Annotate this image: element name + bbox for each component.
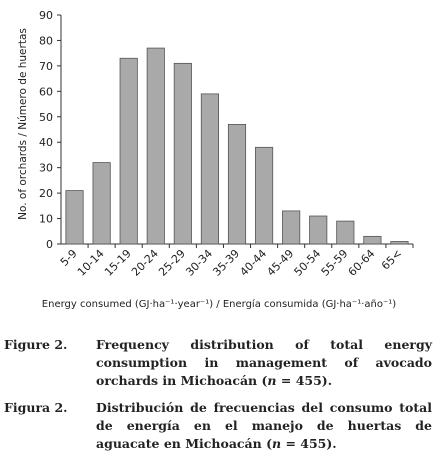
bar-30-34 <box>200 93 219 245</box>
bar-chart: 0 10 20 30 40 50 60 70 80 90 5-910-1415-1920-2425-… <box>17 9 414 310</box>
x-tick-label: 10-14 <box>75 247 107 279</box>
figure-caption-spanish: Figura 2. Distribución de frecuencias de… <box>4 399 432 453</box>
y-tick-label: 40 <box>39 136 53 149</box>
y-tick-label: 0 <box>46 238 53 251</box>
bar-20-24 <box>146 47 165 245</box>
x-tick-label: 25-29 <box>156 247 188 279</box>
x-tick-label: 60-64 <box>346 247 378 279</box>
caption-label-spanish: Figura 2. <box>4 400 68 415</box>
bar-10-14 <box>92 162 111 245</box>
x-tick-label: 55-59 <box>319 247 351 279</box>
bar-55-59 <box>336 220 355 245</box>
figure-caption-english: Figure 2. Frequency distribution of tota… <box>4 336 432 390</box>
y-tick-label: 90 <box>39 9 53 22</box>
y-tick-label: 60 <box>39 85 53 98</box>
bar-65< <box>390 241 409 245</box>
bar-50-54 <box>309 215 328 245</box>
y-tick-label: 10 <box>39 213 53 226</box>
x-tick-label: 45-49 <box>264 247 296 279</box>
x-tick-label: 30-34 <box>183 247 215 279</box>
x-tick-label: 40-44 <box>237 247 269 279</box>
bar-40-44 <box>255 146 274 245</box>
bar-25-29 <box>173 62 192 245</box>
y-tick-label: 80 <box>39 34 53 47</box>
bar-15-19 <box>119 57 138 245</box>
caption-label-english: Figure 2. <box>4 337 68 352</box>
bar-60-64 <box>363 235 382 245</box>
y-tick-label: 20 <box>39 187 53 200</box>
y-tick-label: 70 <box>39 60 53 73</box>
y-tick-label: 50 <box>39 111 53 124</box>
x-tick-label: 15-19 <box>102 247 134 279</box>
caption-text-spanish: Distribución de frecuencias del consumo … <box>96 400 432 451</box>
bar-35-39 <box>227 124 247 245</box>
x-tick-label: 20-24 <box>129 247 161 279</box>
x-tick-label: 65< <box>379 247 405 273</box>
x-tick-label: 5-9 <box>58 247 80 269</box>
x-axis-title: Energy consumed (GJ·ha⁻¹·year⁻¹) / Energ… <box>42 298 396 310</box>
caption-text-english: Frequency distribution of total energy c… <box>96 337 432 388</box>
x-tick-label: 50-54 <box>292 247 324 279</box>
plot-area: 0 10 20 30 40 50 60 70 80 90 5-910-1415-1920-2425-… <box>39 9 414 279</box>
y-axis-title: No. of orchards / Número de huertas <box>17 28 29 220</box>
x-tick-label: 35-39 <box>210 247 242 279</box>
bar-45-49 <box>282 210 301 245</box>
y-tick-label: 30 <box>39 162 53 175</box>
bar-5-9 <box>65 190 84 245</box>
